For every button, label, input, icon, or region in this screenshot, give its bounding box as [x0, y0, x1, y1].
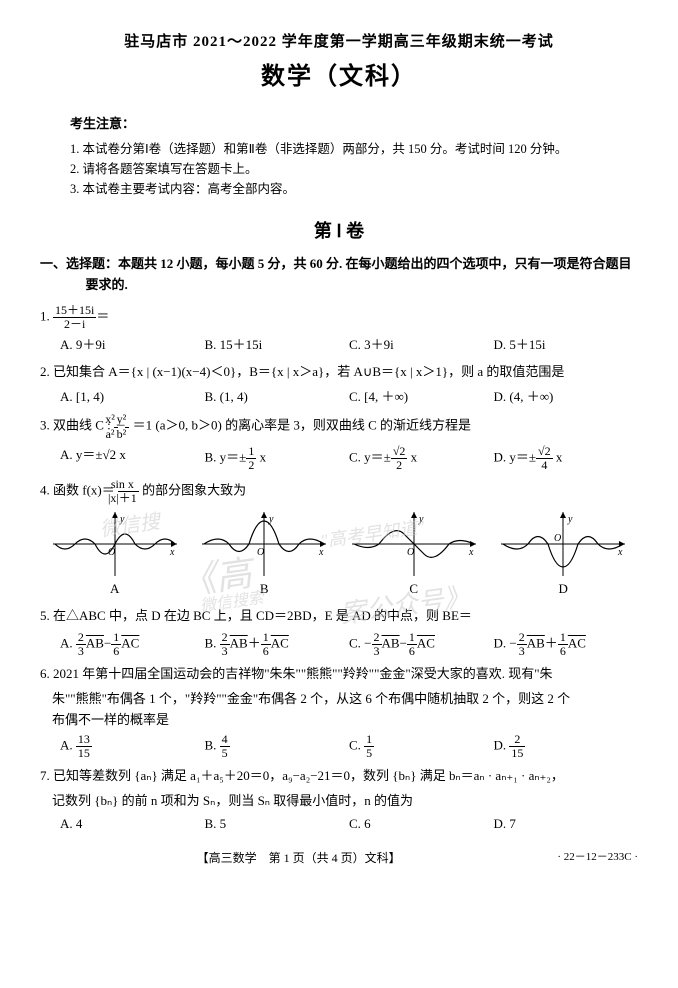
question-7-line2: 记数列 {bₙ} 的前 n 项和为 Sₙ，则当 Sₙ 取得最小值时，n 的值为 — [52, 791, 638, 812]
q2-options: A. [1, 4) B. (1, 4) C. [4, ＋∞) D. (4, ＋∞… — [60, 387, 638, 408]
q4-label-c: C — [349, 579, 479, 600]
notice-heading: 考生注意： — [70, 114, 638, 135]
q5-opt-c: C. −23AB−16AC — [349, 631, 494, 658]
q4-graph-c: y x O C — [349, 509, 479, 600]
q5-opt-b: B. 23AB＋16AC — [205, 631, 350, 658]
q6-opt-c: C. 15 — [349, 733, 494, 760]
q1-opt-a: A. 9＋9i — [60, 335, 205, 356]
question-3: 3. 双曲线 C : x²a²−y²b² ＝1 (a＞0, b＞0) 的离心率是… — [52, 413, 638, 440]
q4-label-d: D — [498, 579, 628, 600]
footer-code: · 22－12－233C · — [557, 849, 638, 867]
graph-d-svg: y x O — [498, 509, 628, 579]
q3-opt-d: D. y＝±√24 x — [494, 445, 639, 472]
q1-opt-d: D. 5＋15i — [494, 335, 639, 356]
q3-stem-post: ＝1 (a＞0, b＞0) 的离心率是 3，则双曲线 C 的渐近线方程是 — [133, 418, 471, 433]
question-7-line1: 7. 已知等差数列 {aₙ} 满足 a₁＋a₅＋20＝0，a₉−a₂−21＝0，… — [52, 766, 638, 787]
q3-opt-c: C. y＝±√22 x — [349, 445, 494, 472]
svg-text:O: O — [407, 547, 414, 558]
q4-stem-pre: 4. 函数 f(x)＝ — [40, 483, 115, 498]
q4-graph-b: y x O B — [199, 509, 329, 600]
q2-opt-a: A. [1, 4) — [60, 387, 205, 408]
q1-tail: ＝ — [96, 308, 109, 323]
q3-options: A. y＝±√2 x B. y＝±12 x C. y＝±√22 x D. y＝±… — [60, 445, 638, 472]
graph-a-svg: y x O — [50, 509, 180, 579]
question-4: 4. 函数 f(x)＝ sin x |x|＋1 的部分图象大致为 — [52, 478, 638, 505]
section-1-title: 第 Ⅰ 卷 — [40, 217, 638, 246]
q7-opt-a: A. 4 — [60, 814, 205, 835]
q4-graphs: y x O A y x O B — [40, 509, 638, 600]
question-6-line3: 布偶不一样的概率是 — [52, 710, 638, 731]
q1-number: 1. — [40, 308, 50, 323]
q1-opt-c: C. 3＋9i — [349, 335, 494, 356]
q4-label-a: A — [50, 579, 180, 600]
q4-graph-a: y x O A — [50, 509, 180, 600]
svg-text:y: y — [119, 514, 125, 525]
graph-b-svg: y x O — [199, 509, 329, 579]
q5-opt-d: D. −23AB＋16AC — [494, 631, 639, 658]
graph-c-svg: y x O — [349, 509, 479, 579]
question-2: 2. 已知集合 A＝{x | (x−1)(x−4)＜0}，B＝{x | x＞a}… — [52, 362, 638, 383]
exam-subject-title: 数学（文科） — [40, 58, 638, 96]
question-5: 5. 在△ABC 中，点 D 在边 BC 上，且 CD＝2BD，E 是 AD 的… — [52, 606, 638, 627]
q7-opt-d: D. 7 — [494, 814, 639, 835]
q3-opt-a: A. y＝±√2 x — [60, 445, 205, 472]
q2-opt-b: B. (1, 4) — [205, 387, 350, 408]
svg-text:x: x — [617, 547, 623, 558]
svg-text:O: O — [257, 547, 264, 558]
svg-text:y: y — [567, 514, 573, 525]
svg-text:O: O — [554, 533, 561, 544]
q3-stem-pre: 3. 双曲线 C : — [40, 418, 111, 433]
q1-frac-den: 2－i — [53, 318, 96, 331]
q4-graph-d: y x O D — [498, 509, 628, 600]
page-footer: 【高三数学 第 1 页（共 4 页）文科】 · 22－12－233C · — [40, 849, 638, 868]
q7-opt-b: B. 5 — [205, 814, 350, 835]
svg-text:x: x — [318, 547, 324, 558]
q6-opt-a: A. 1315 — [60, 733, 205, 760]
q6-options: A. 1315 B. 45 C. 15 D. 215 — [60, 733, 638, 760]
q3-term2: y²b² — [125, 413, 129, 440]
notice-item: 1. 本试卷分第Ⅰ卷（选择题）和第Ⅱ卷（非选择题）两部分，共 150 分。考试时… — [70, 139, 638, 159]
svg-text:x: x — [468, 547, 474, 558]
q4-fraction: sin x |x|＋1 — [118, 478, 139, 505]
q7-options: A. 4 B. 5 C. 6 D. 7 — [60, 814, 638, 835]
q7-opt-c: C. 6 — [349, 814, 494, 835]
q4-stem-post: 的部分图象大致为 — [142, 483, 246, 498]
page: 微信搜 《高 "高考早知道" 微信搜索 案公众号》 驻马店市 2021～2022… — [40, 30, 638, 868]
q1-fraction: 15＋15i 2－i — [53, 304, 96, 331]
q3-opt-b: B. y＝±12 x — [205, 445, 350, 472]
question-1: 1. 15＋15i 2－i ＝ — [40, 304, 638, 331]
notice-item: 2. 请将各题答案填写在答题卡上。 — [70, 159, 638, 179]
question-6-line2: 朱""熊熊"布偶各 1 个，"羚羚""金金"布偶各 2 个，从这 6 个布偶中随… — [52, 689, 638, 710]
svg-text:x: x — [169, 547, 175, 558]
svg-text:y: y — [418, 514, 424, 525]
q5-opt-a: A. 23AB−16AC — [60, 631, 205, 658]
q1-options: A. 9＋9i B. 15＋15i C. 3＋9i D. 5＋15i — [60, 335, 638, 356]
q6-opt-d: D. 215 — [494, 733, 639, 760]
q6-opt-b: B. 45 — [205, 733, 350, 760]
q1-opt-b: B. 15＋15i — [205, 335, 350, 356]
q4-label-b: B — [199, 579, 329, 600]
q2-opt-d: D. (4, ＋∞) — [494, 387, 639, 408]
section-1-instruction: 一、选择题：本题共 12 小题，每小题 5 分，共 60 分. 在每小题给出的四… — [40, 254, 638, 296]
q2-opt-c: C. [4, ＋∞) — [349, 387, 494, 408]
q5-options: A. 23AB−16AC B. 23AB＋16AC C. −23AB−16AC … — [60, 631, 638, 658]
exam-school-line: 驻马店市 2021～2022 学年度第一学期高三年级期末统一考试 — [40, 30, 638, 54]
question-6-line1: 6. 2021 年第十四届全国运动会的吉祥物"朱朱""熊熊""羚羚""金金"深受… — [52, 664, 638, 685]
q1-frac-num: 15＋15i — [53, 304, 96, 318]
footer-center: 【高三数学 第 1 页（共 4 页）文科】 — [197, 851, 401, 865]
notice-item: 3. 本试卷主要考试内容：高考全部内容。 — [70, 179, 638, 199]
